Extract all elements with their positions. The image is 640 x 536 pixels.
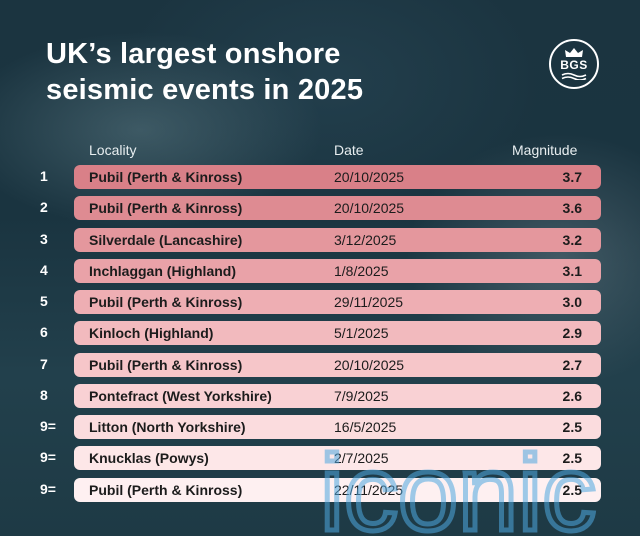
date-cell: 20/10/2025: [334, 169, 405, 185]
locality-cell: Pubil (Perth & Kinross): [89, 357, 243, 373]
magnitude-cell: 3.6: [562, 200, 582, 216]
title-line-2: seismic events in 2025: [46, 74, 364, 106]
table-row: 4 Inchlaggan (Highland) 1/8/2025 3.1: [0, 259, 640, 283]
column-header-date: Date: [334, 142, 364, 158]
rank-label: 5: [40, 293, 48, 309]
date-cell: 16/5/2025: [334, 419, 397, 435]
locality-cell: Pontefract (West Yorkshire): [89, 388, 272, 404]
table-row: 6 Kinloch (Highland) 5/1/2025 2.9: [0, 321, 640, 345]
locality-cell: Pubil (Perth & Kinross): [89, 482, 243, 498]
rank-label: 1: [40, 168, 48, 184]
iconic-watermark: iconic: [320, 438, 599, 536]
date-cell: 22/11/2025: [334, 482, 404, 498]
column-header-locality: Locality: [89, 142, 137, 158]
date-cell: 20/10/2025: [334, 200, 405, 216]
table-row: 8 Pontefract (West Yorkshire) 7/9/2025 2.6: [0, 384, 640, 408]
table-row: 5 Pubil (Perth & Kinross) 29/11/2025 3.0: [0, 290, 640, 314]
row-bar: Pubil (Perth & Kinross) 20/10/2025 3.7: [74, 165, 601, 189]
magnitude-cell: 2.5: [562, 450, 582, 466]
date-cell: 5/1/2025: [334, 325, 389, 341]
row-bar: Pubil (Perth & Kinross) 22/11/2025 2.5: [74, 478, 601, 502]
locality-cell: Silverdale (Lancashire): [89, 232, 243, 248]
rank-label: 2: [40, 199, 48, 215]
date-cell: 29/11/2025: [334, 294, 404, 310]
date-cell: 1/8/2025: [334, 263, 389, 279]
logo-text: BGS: [560, 58, 588, 72]
bgs-logo: BGS: [549, 39, 599, 89]
locality-cell: Pubil (Perth & Kinross): [89, 200, 243, 216]
row-bar: Knucklas (Powys) 2/7/2025 2.5: [74, 446, 601, 470]
magnitude-cell: 2.5: [562, 482, 582, 498]
row-bar: Litton (North Yorkshire) 16/5/2025 2.5: [74, 415, 601, 439]
table-row: 3 Silverdale (Lancashire) 3/12/2025 3.2: [0, 228, 640, 252]
locality-cell: Litton (North Yorkshire): [89, 419, 246, 435]
table-row: 9= Pubil (Perth & Kinross) 22/11/2025 2.5: [0, 478, 640, 502]
locality-cell: Pubil (Perth & Kinross): [89, 169, 243, 185]
row-bar: Kinloch (Highland) 5/1/2025 2.9: [74, 321, 601, 345]
magnitude-cell: 2.9: [562, 325, 582, 341]
column-header-magnitude: Magnitude: [512, 142, 578, 158]
locality-cell: Knucklas (Powys): [89, 450, 209, 466]
table-row: 9= Knucklas (Powys) 2/7/2025 2.5: [0, 446, 640, 470]
magnitude-cell: 3.2: [562, 232, 582, 248]
rank-label: 9=: [40, 481, 56, 497]
rank-label: 3: [40, 231, 48, 247]
watermark-text: iconic: [320, 438, 596, 536]
locality-cell: Pubil (Perth & Kinross): [89, 294, 243, 310]
magnitude-cell: 2.6: [562, 388, 582, 404]
magnitude-cell: 3.1: [562, 263, 582, 279]
magnitude-cell: 3.0: [562, 294, 582, 310]
date-cell: 2/7/2025: [334, 450, 389, 466]
magnitude-cell: 2.5: [562, 419, 582, 435]
row-bar: Pubil (Perth & Kinross) 20/10/2025 2.7: [74, 353, 601, 377]
waves-icon: [561, 72, 587, 80]
table-row: 9= Litton (North Yorkshire) 16/5/2025 2.5: [0, 415, 640, 439]
magnitude-cell: 3.7: [562, 169, 582, 185]
row-bar: Pontefract (West Yorkshire) 7/9/2025 2.6: [74, 384, 601, 408]
row-bar: Pubil (Perth & Kinross) 20/10/2025 3.6: [74, 196, 601, 220]
crown-icon: [565, 48, 583, 57]
date-cell: 7/9/2025: [334, 388, 389, 404]
rank-label: 8: [40, 387, 48, 403]
table-row: 2 Pubil (Perth & Kinross) 20/10/2025 3.6: [0, 196, 640, 220]
page-title: UK’s largest onshore seismic events in 2…: [46, 36, 466, 108]
rank-label: 7: [40, 356, 48, 372]
row-bar: Inchlaggan (Highland) 1/8/2025 3.1: [74, 259, 601, 283]
rank-label: 9=: [40, 418, 56, 434]
rank-label: 6: [40, 324, 48, 340]
locality-cell: Inchlaggan (Highland): [89, 263, 236, 279]
row-bar: Silverdale (Lancashire) 3/12/2025 3.2: [74, 228, 601, 252]
rank-label: 4: [40, 262, 48, 278]
table-row: 7 Pubil (Perth & Kinross) 20/10/2025 2.7: [0, 353, 640, 377]
row-bar: Pubil (Perth & Kinross) 29/11/2025 3.0: [74, 290, 601, 314]
date-cell: 3/12/2025: [334, 232, 397, 248]
magnitude-cell: 2.7: [562, 357, 582, 373]
date-cell: 20/10/2025: [334, 357, 405, 373]
table-row: 1 Pubil (Perth & Kinross) 20/10/2025 3.7: [0, 165, 640, 189]
rank-label: 9=: [40, 449, 56, 465]
title-line-1: UK’s largest onshore: [46, 38, 341, 70]
locality-cell: Kinloch (Highland): [89, 325, 214, 341]
